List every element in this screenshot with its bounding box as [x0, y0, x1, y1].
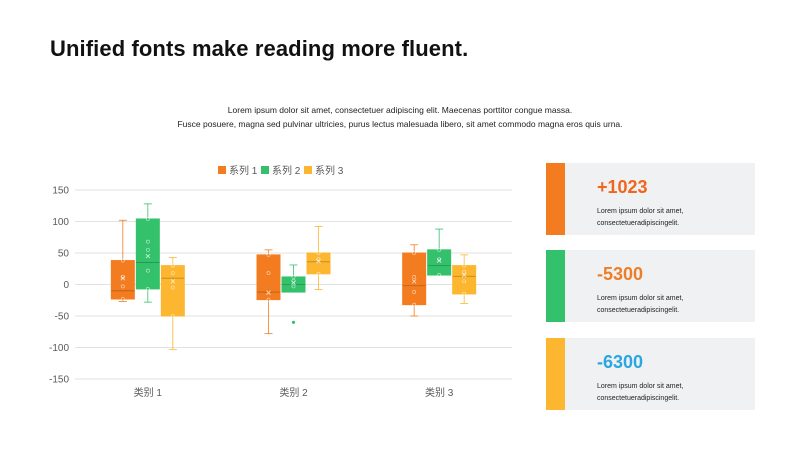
data-point [145, 247, 150, 252]
stat-card-1-desc-line-1: Lorem ipsum dolor sit amet, [597, 208, 684, 215]
data-point [412, 290, 417, 294]
stat-card-3: -6300 Lorem ipsum dolor sit amet, consec… [546, 338, 755, 410]
mean-marker [436, 258, 442, 263]
stat-card-2-value: -5300 [597, 264, 644, 284]
data-point [437, 273, 442, 277]
box [135, 218, 160, 290]
mean-marker [145, 253, 151, 259]
data-point [145, 268, 150, 273]
mean-marker [291, 280, 296, 285]
stat-card-2-description: Lorem ipsum dolor sit amet, consectetuer… [597, 293, 683, 317]
mean-marker [170, 279, 176, 284]
stat-card-1-description: Lorem ipsum dolor sit amet, consectetuer… [597, 206, 683, 230]
data-point [462, 270, 467, 274]
data-point [145, 239, 150, 244]
legend-label: 系列 2 [272, 164, 301, 177]
stat-card-3-desc-line-2: consectetueradipiscingelit. [597, 395, 680, 402]
x-tick-label: 类别 3 [425, 386, 454, 399]
y-tick-label: 100 [52, 217, 69, 228]
data-point [412, 302, 417, 307]
stat-card-1-desc-line-2: consectetueradipiscingelit. [597, 220, 680, 227]
legend-label: 系列 3 [315, 164, 344, 177]
data-point [170, 271, 175, 276]
box [110, 260, 135, 300]
legend-label: 系列 1 [229, 164, 258, 177]
legend-swatch [218, 166, 226, 174]
data-point [120, 258, 125, 263]
mean-marker [461, 272, 467, 278]
mean-marker [266, 290, 271, 295]
data-point [437, 247, 442, 252]
data-point [412, 275, 417, 279]
data-point [291, 275, 296, 279]
data-point [462, 279, 467, 284]
data-point [145, 287, 150, 291]
data-point [170, 263, 175, 268]
data-point [266, 297, 271, 302]
data-point [412, 251, 417, 255]
data-point [266, 252, 271, 257]
subtitle-line-1: Lorem ipsum dolor sit amet, consectetuer… [227, 105, 573, 115]
mean-marker [411, 279, 417, 284]
x-tick-label: 类别 1 [134, 386, 163, 399]
x-tick-label: 类别 2 [279, 386, 308, 399]
stat-card-2-accent-bar [546, 250, 565, 322]
mean-marker [120, 275, 126, 281]
box [427, 249, 452, 276]
data-point [120, 284, 125, 289]
stat-card-2: -5300 Lorem ipsum dolor sit amet, consec… [546, 250, 755, 322]
data-point [316, 251, 321, 255]
data-point [266, 271, 271, 276]
box-plot-chart: 150 100 50 0 -50 -100 -150 类别 1 类别 2 类别 3 系列 1 系列 2… [49, 164, 512, 399]
legend-swatch [261, 166, 269, 174]
stat-card-2-desc-line-2: consectetueradipiscingelit. [597, 307, 680, 314]
y-tick-label: -100 [49, 343, 69, 354]
box [256, 254, 281, 301]
data-point [462, 292, 467, 296]
stat-card-1: +1023 Lorem ipsum dolor sit amet, consec… [546, 163, 755, 235]
y-tick-label: -50 [55, 312, 70, 323]
stat-card-2-desc-line-1: Lorem ipsum dolor sit amet, [597, 295, 684, 302]
data-point [291, 284, 296, 289]
data-point [120, 297, 125, 301]
stat-card-3-description: Lorem ipsum dolor sit amet, consectetuer… [597, 381, 683, 405]
data-point [170, 285, 175, 290]
mean-marker [316, 258, 321, 264]
legend-swatch [304, 166, 312, 174]
data-point [316, 271, 321, 276]
y-tick-label: 50 [58, 249, 70, 260]
stat-card-3-accent-bar [546, 338, 565, 410]
outlier-point [291, 320, 296, 324]
data-point [462, 263, 467, 268]
stat-card-3-value: -6300 [597, 352, 644, 372]
page-subtitle: Lorem ipsum dolor sit amet, consectetuer… [0, 103, 800, 131]
stat-card-3-desc-line-1: Lorem ipsum dolor sit amet, [597, 383, 684, 390]
y-tick-label: 0 [63, 280, 69, 291]
box [306, 252, 331, 275]
subtitle-line-2: Fusce posuere, magna sed pulvinar ultric… [177, 119, 623, 129]
y-tick-label: 150 [52, 186, 69, 197]
box [160, 265, 185, 317]
data-point [170, 314, 175, 318]
y-tick-label: -150 [49, 375, 69, 386]
page-title: Unified fonts make reading more fluent. [50, 36, 469, 61]
data-point [145, 217, 150, 221]
stat-card-1-accent-bar [546, 163, 565, 235]
stat-card-1-value: +1023 [597, 177, 648, 197]
